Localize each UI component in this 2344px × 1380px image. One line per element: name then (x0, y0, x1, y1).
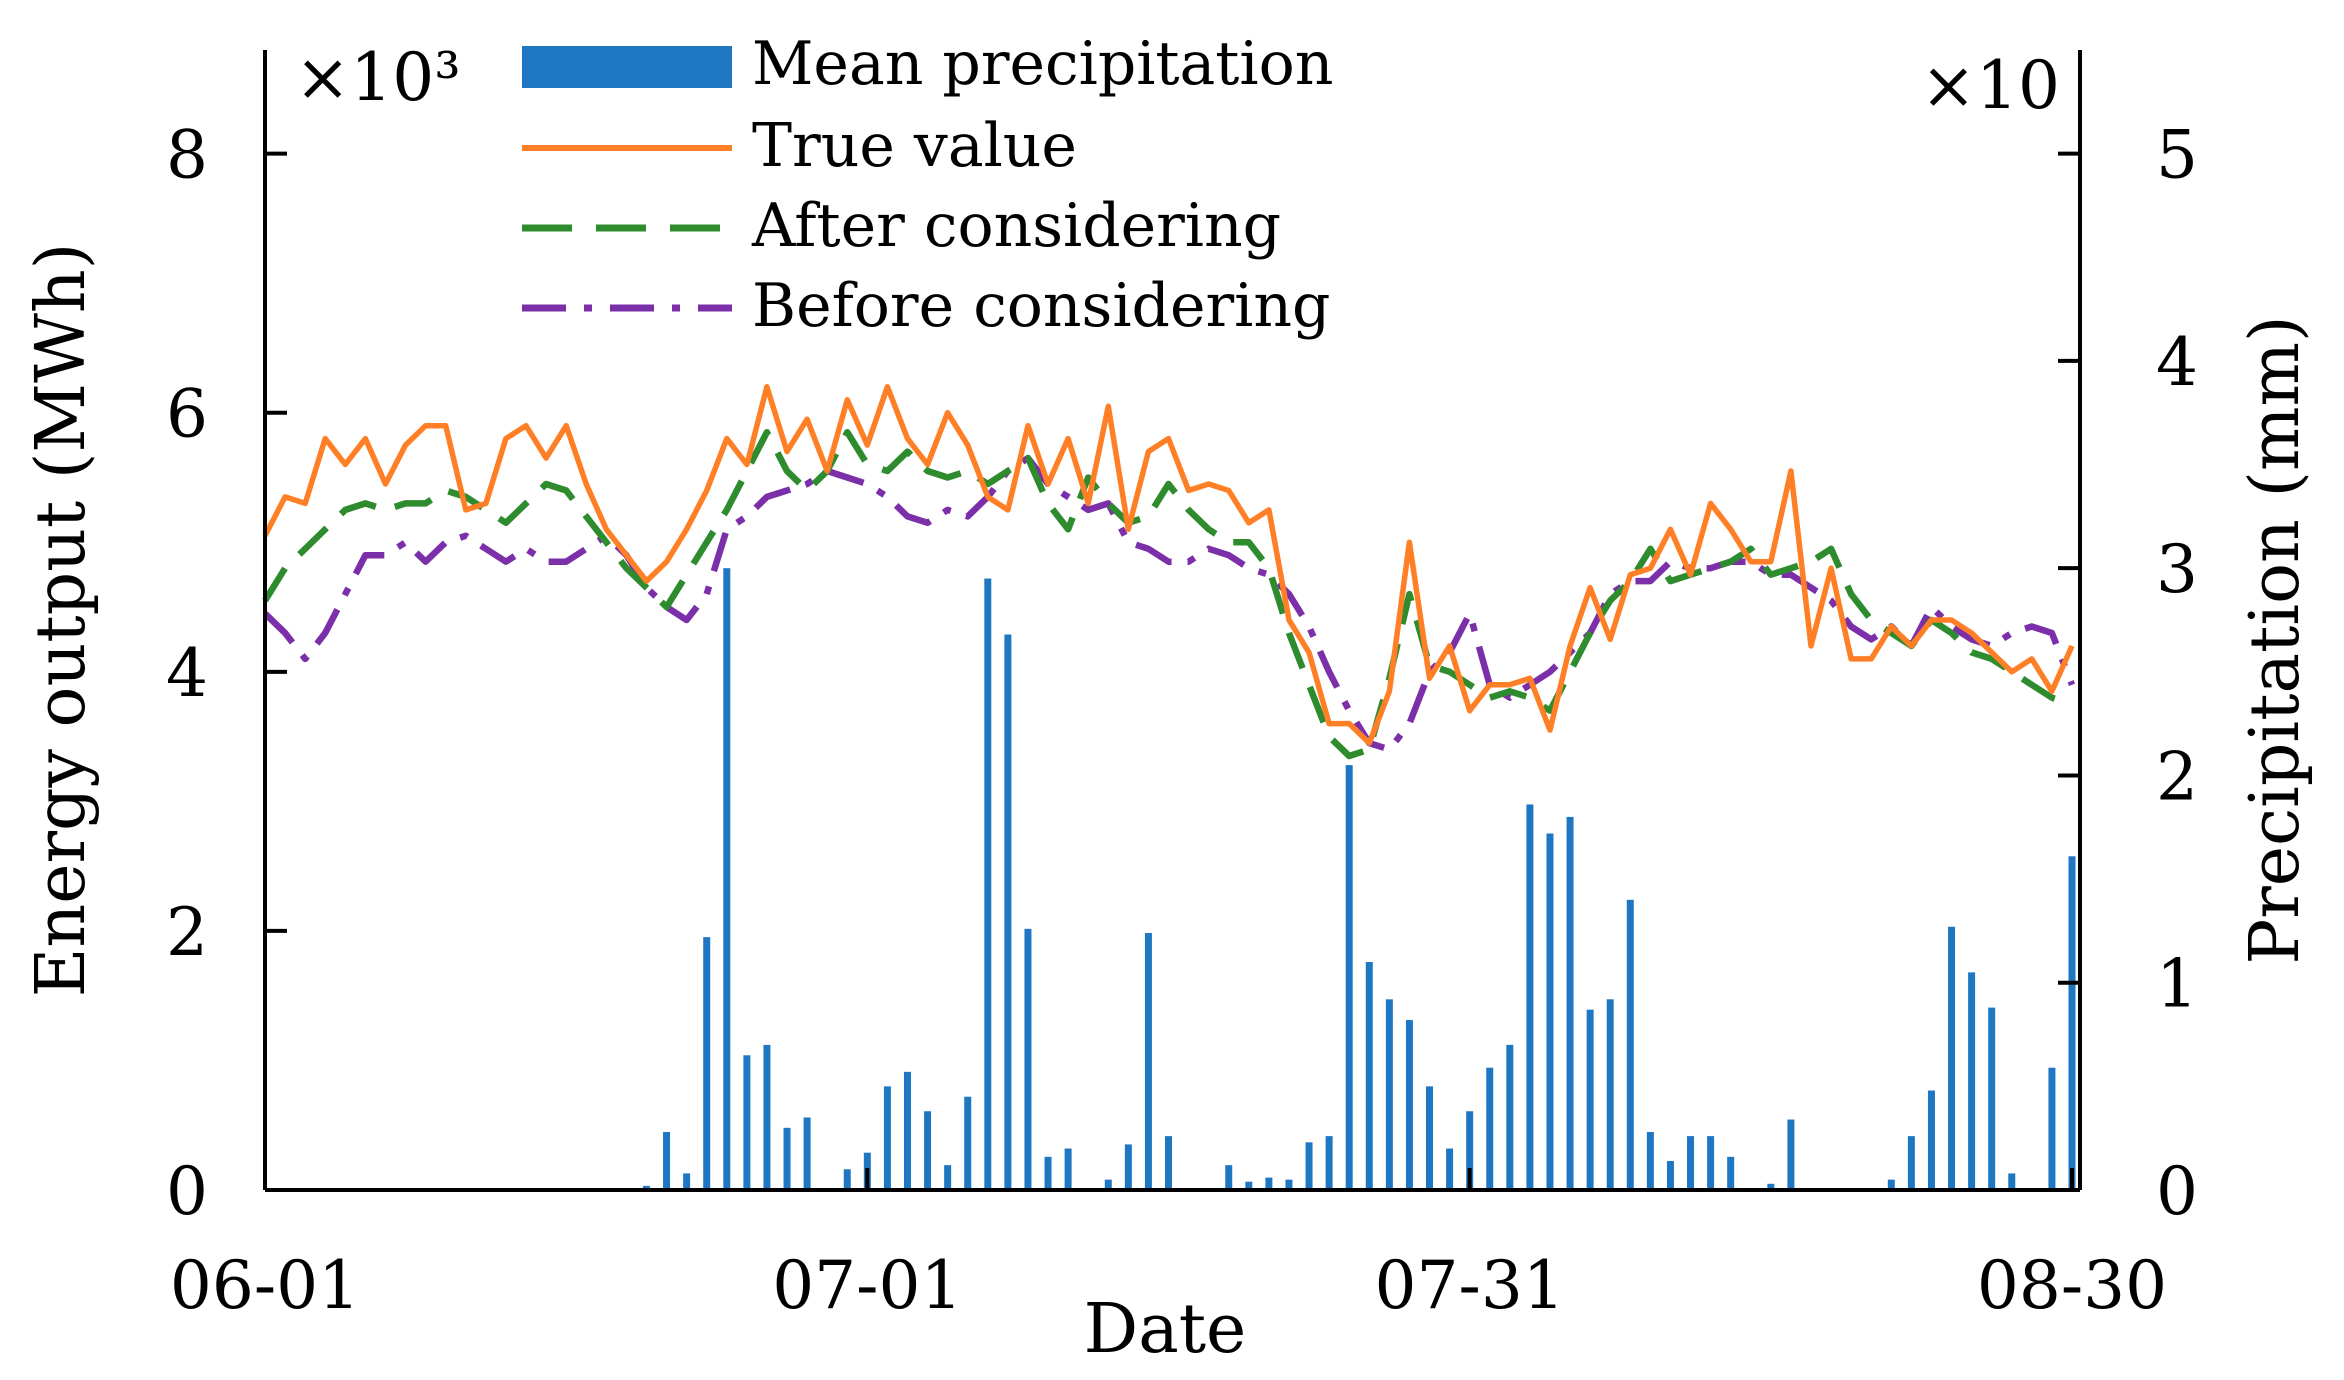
series-lines (262, 384, 2076, 760)
precip-bar-66 (1586, 1009, 1594, 1190)
legend: Mean precipitation True value After cons… (522, 29, 1333, 341)
x-tick-label-07-31: 07-31 (1375, 1247, 1565, 1324)
precip-bar-90 (2068, 856, 2076, 1190)
precip-bar-44 (1144, 932, 1152, 1190)
precip-bar-56 (1385, 999, 1393, 1190)
axis-ticks: 0 2 4 6 8 0 1 2 3 4 5 06-01 07-01 07-31 08-30 (166, 117, 2198, 1324)
precip-bar-29 (843, 1169, 851, 1190)
left-multiplier: ×10³ (295, 39, 461, 116)
precip-bar-54 (1345, 765, 1353, 1190)
precipitation-bars (642, 568, 2076, 1190)
precip-bar-70 (1666, 1160, 1674, 1190)
precip-bar-27 (803, 1117, 811, 1190)
precip-bar-58 (1426, 1086, 1434, 1190)
precip-bar-20 (663, 1131, 671, 1190)
precip-bar-35 (964, 1096, 972, 1190)
left-tick-label-2: 2 (166, 894, 208, 971)
precip-bar-26 (783, 1127, 791, 1190)
precip-bar-68 (1626, 899, 1634, 1190)
x-tick-label-07-01: 07-01 (772, 1247, 962, 1324)
precip-bar-59 (1446, 1148, 1454, 1190)
precip-bar-72 (1707, 1136, 1715, 1190)
precip-bar-89 (2048, 1067, 2056, 1190)
precip-bar-63 (1526, 804, 1534, 1190)
precip-bar-43 (1124, 1144, 1132, 1190)
precip-bar-45 (1165, 1136, 1172, 1190)
precip-bar-85 (1968, 972, 1976, 1190)
precip-bar-22 (703, 937, 711, 1190)
legend-label-precipitation: Mean precipitation (752, 29, 1333, 99)
precip-bar-23 (723, 568, 731, 1190)
precip-bar-67 (1606, 999, 1614, 1190)
precip-bar-36 (984, 578, 992, 1190)
left-tick-label-4: 4 (166, 635, 208, 712)
precip-bar-82 (1907, 1136, 1915, 1190)
true-value-line (262, 384, 2075, 746)
precip-bar-50 (1265, 1177, 1273, 1190)
precip-bar-60 (1466, 1111, 1474, 1190)
x-tick-label-06-01: 06-01 (170, 1247, 360, 1324)
precip-bar-40 (1064, 1148, 1072, 1190)
precip-bar-48 (1225, 1165, 1233, 1190)
legend-label-before-considering: Before considering (752, 271, 1330, 341)
precip-bar-65 (1566, 816, 1574, 1190)
precip-bar-83 (1927, 1090, 1935, 1190)
left-tick-label-8: 8 (166, 117, 208, 194)
precip-bar-81 (1887, 1179, 1895, 1190)
precip-bar-42 (1104, 1179, 1112, 1190)
precip-bar-24 (743, 1055, 751, 1190)
precip-bar-19 (642, 1185, 650, 1190)
precip-bar-37 (1004, 634, 1012, 1190)
precip-bar-76 (1787, 1119, 1795, 1190)
x-axis-label: Date (1084, 1290, 1247, 1369)
right-tick-label-3: 3 (2156, 531, 2198, 608)
left-tick-label-6: 6 (166, 376, 208, 453)
precip-bar-25 (763, 1044, 771, 1190)
precip-bar-57 (1405, 1020, 1413, 1190)
left-tick-label-0: 0 (166, 1153, 208, 1230)
precip-bar-73 (1727, 1156, 1735, 1190)
precip-bar-21 (683, 1173, 691, 1190)
right-tick-label-5: 5 (2156, 117, 2198, 194)
precip-bar-69 (1646, 1131, 1654, 1190)
precip-bar-49 (1245, 1181, 1253, 1190)
precip-bar-34 (944, 1165, 952, 1190)
precip-bar-75 (1767, 1183, 1775, 1190)
legend-swatch-precipitation (522, 46, 732, 88)
precip-bar-64 (1546, 833, 1554, 1190)
precip-bar-53 (1325, 1136, 1333, 1190)
right-tick-label-0: 0 (2156, 1153, 2198, 1230)
before-considering-line (262, 454, 2076, 753)
precip-bar-84 (1948, 926, 1956, 1190)
legend-label-after-considering: After considering (751, 191, 1281, 261)
x-tick-label-08-30: 08-30 (1977, 1247, 2167, 1324)
precip-bar-39 (1044, 1156, 1052, 1190)
right-tick-label-2: 2 (2156, 738, 2198, 815)
precip-bar-61 (1486, 1067, 1494, 1190)
after-considering-line (262, 428, 2074, 760)
precip-bar-71 (1687, 1136, 1695, 1190)
right-tick-label-4: 4 (2156, 324, 2198, 401)
right-tick-label-1: 1 (2156, 946, 2198, 1023)
precip-bar-55 (1365, 962, 1373, 1190)
precip-bar-38 (1024, 928, 1032, 1190)
precip-bar-86 (1988, 1007, 1996, 1190)
precip-bar-32 (903, 1071, 911, 1190)
precip-bar-31 (883, 1086, 891, 1190)
legend-label-true-value: True value (752, 111, 1077, 181)
right-axis-label: Precipitation (mm) (2236, 316, 2315, 965)
precip-bar-33 (924, 1111, 932, 1190)
precip-bar-87 (2008, 1173, 2016, 1190)
precip-bar-52 (1305, 1142, 1313, 1190)
left-axis-label: Energy output (MWh) (22, 243, 101, 997)
precip-bar-51 (1285, 1179, 1293, 1190)
precip-bar-62 (1506, 1044, 1514, 1190)
right-multiplier: ×10 (1921, 47, 2060, 124)
